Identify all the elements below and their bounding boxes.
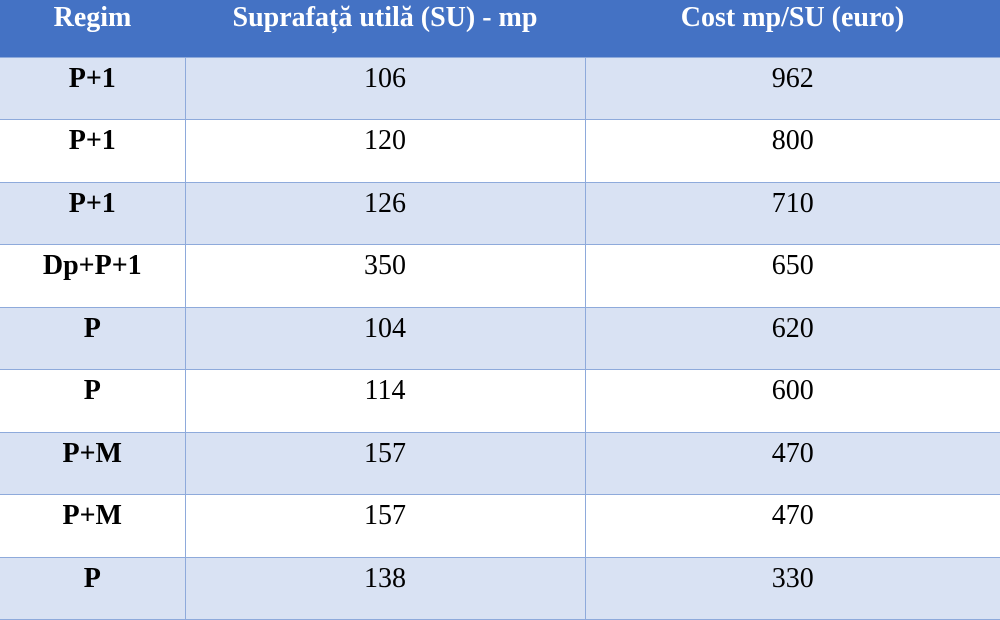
header-row: Regim Suprafață utilă (SU) - mp Cost mp/… [0, 0, 1000, 57]
cell-surface: 157 [184, 494, 585, 558]
header-surface: Suprafață utilă (SU) - mp [232, 2, 538, 33]
cell-regim: P [0, 369, 185, 433]
cell-surface: 157 [184, 431, 585, 495]
cell-cost: 710 [584, 181, 1000, 245]
cell-regim: P+M [0, 494, 185, 558]
table-row: P 114 600 [0, 369, 1000, 433]
cell-surface: 106 [184, 56, 585, 120]
cell-surface: 104 [184, 306, 585, 370]
cell-regim: P+1 [0, 56, 185, 120]
table-row: P+M 157 470 [0, 431, 1000, 495]
table-row: Dp+P+1 350 650 [0, 244, 1000, 308]
cell-surface: 350 [184, 244, 585, 308]
table-row: P 138 330 [0, 556, 1000, 620]
cell-surface: 126 [184, 181, 585, 245]
cell-surface: 120 [184, 119, 585, 183]
cell-regim: P+M [0, 431, 185, 495]
header-cost: Cost mp/SU (euro) [680, 2, 905, 33]
cell-cost: 470 [584, 431, 1000, 495]
cell-regim: P+1 [0, 119, 185, 183]
table-row: P 104 620 [0, 306, 1000, 370]
cell-cost: 800 [584, 119, 1000, 183]
cell-cost: 962 [584, 56, 1000, 120]
cell-regim: Dp+P+1 [0, 244, 185, 308]
cell-regim: P [0, 306, 185, 370]
cell-regim: P+1 [0, 181, 185, 245]
cell-surface: 114 [184, 369, 585, 433]
cell-surface: 138 [184, 556, 585, 620]
cell-cost: 620 [584, 306, 1000, 370]
cell-cost: 330 [584, 556, 1000, 620]
table-body: P+1 106 962 P+1 120 800 P+1 126 710 Dp+P… [0, 56, 1000, 620]
cell-cost: 470 [584, 494, 1000, 558]
table-row: P+1 120 800 [0, 119, 1000, 183]
header-regim: Regim [53, 2, 132, 33]
table-row: P+1 106 962 [0, 56, 1000, 120]
table-row: P+1 126 710 [0, 181, 1000, 245]
table-header: Regim Suprafață utilă (SU) - mp Cost mp/… [0, 0, 1000, 57]
cell-cost: 600 [584, 369, 1000, 433]
cell-cost: 650 [584, 244, 1000, 308]
table-row: P+M 157 470 [0, 494, 1000, 558]
cell-regim: P [0, 556, 185, 620]
